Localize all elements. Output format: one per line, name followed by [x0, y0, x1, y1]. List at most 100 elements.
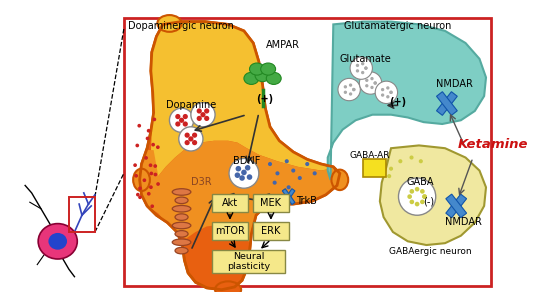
Circle shape [192, 133, 197, 138]
Circle shape [191, 103, 215, 127]
Circle shape [138, 195, 142, 199]
Ellipse shape [158, 15, 182, 32]
Circle shape [349, 83, 352, 87]
Text: Dopamine: Dopamine [166, 100, 216, 110]
Circle shape [235, 166, 241, 172]
Circle shape [344, 85, 347, 88]
Circle shape [153, 164, 157, 168]
Ellipse shape [215, 281, 241, 298]
Circle shape [179, 118, 184, 123]
FancyBboxPatch shape [253, 194, 289, 212]
Circle shape [420, 189, 425, 194]
Circle shape [364, 66, 367, 70]
Circle shape [156, 145, 160, 149]
Circle shape [370, 77, 374, 80]
FancyBboxPatch shape [212, 194, 248, 212]
Circle shape [204, 116, 209, 121]
Ellipse shape [175, 231, 188, 237]
Circle shape [350, 57, 372, 79]
Circle shape [410, 156, 413, 159]
Circle shape [410, 189, 414, 194]
Circle shape [361, 71, 364, 74]
Circle shape [365, 84, 368, 88]
Circle shape [179, 127, 203, 151]
Circle shape [419, 159, 423, 163]
Circle shape [197, 116, 202, 121]
Circle shape [389, 167, 393, 171]
Circle shape [410, 200, 414, 204]
Ellipse shape [38, 223, 77, 259]
Circle shape [352, 88, 356, 91]
Ellipse shape [332, 170, 348, 190]
Circle shape [398, 178, 436, 215]
Ellipse shape [175, 214, 188, 220]
Circle shape [422, 194, 427, 199]
Ellipse shape [172, 189, 191, 195]
Text: Dopaminergic neuron: Dopaminergic neuron [129, 21, 234, 31]
Circle shape [183, 114, 188, 119]
Text: Glutamate: Glutamate [340, 54, 391, 64]
Polygon shape [328, 21, 486, 180]
Circle shape [420, 200, 425, 204]
Circle shape [150, 172, 153, 175]
Circle shape [143, 178, 146, 182]
Circle shape [169, 108, 194, 132]
Text: mTOR: mTOR [215, 226, 245, 236]
Text: (+): (+) [389, 97, 406, 108]
Text: BDNF: BDNF [233, 156, 260, 166]
Text: NMDAR: NMDAR [445, 217, 482, 226]
Circle shape [285, 159, 289, 163]
Text: AMPAR: AMPAR [266, 40, 300, 50]
Circle shape [245, 165, 250, 171]
Ellipse shape [172, 205, 191, 212]
FancyBboxPatch shape [253, 222, 289, 240]
Circle shape [381, 93, 384, 97]
Circle shape [192, 140, 197, 145]
Circle shape [134, 163, 137, 167]
FancyBboxPatch shape [212, 222, 248, 240]
Circle shape [373, 81, 377, 85]
Circle shape [175, 114, 180, 119]
Circle shape [356, 64, 359, 67]
Circle shape [136, 193, 140, 197]
Ellipse shape [249, 63, 264, 75]
Text: Ketamine: Ketamine [458, 138, 529, 151]
Circle shape [148, 163, 152, 167]
Circle shape [386, 86, 389, 90]
Circle shape [352, 88, 356, 91]
Text: Glutamatergic neuron: Glutamatergic neuron [344, 21, 452, 31]
Ellipse shape [133, 169, 150, 191]
Circle shape [415, 187, 419, 191]
Polygon shape [282, 189, 295, 204]
Text: Neural
plasticity: Neural plasticity [227, 252, 270, 271]
Circle shape [146, 137, 150, 140]
Circle shape [147, 129, 151, 133]
Circle shape [356, 69, 359, 72]
Circle shape [361, 62, 364, 66]
Circle shape [185, 140, 190, 145]
Ellipse shape [255, 69, 270, 82]
FancyBboxPatch shape [212, 250, 285, 273]
Text: TrkB: TrkB [296, 196, 317, 206]
FancyBboxPatch shape [363, 159, 386, 177]
Polygon shape [282, 189, 295, 204]
Circle shape [241, 170, 247, 175]
Circle shape [364, 66, 367, 70]
Text: (+): (+) [256, 94, 273, 104]
Circle shape [268, 162, 272, 166]
Circle shape [338, 79, 360, 101]
Ellipse shape [261, 63, 276, 75]
Text: GABA-AR: GABA-AR [349, 150, 390, 159]
Ellipse shape [175, 197, 188, 204]
Circle shape [175, 121, 180, 127]
Text: GABAergic neuron: GABAergic neuron [389, 247, 472, 256]
Circle shape [373, 81, 377, 85]
Circle shape [239, 175, 245, 181]
Circle shape [189, 136, 193, 142]
Polygon shape [380, 146, 486, 245]
Circle shape [149, 185, 153, 189]
Circle shape [291, 169, 295, 173]
Circle shape [381, 88, 384, 91]
Ellipse shape [175, 247, 188, 254]
Circle shape [151, 204, 154, 208]
